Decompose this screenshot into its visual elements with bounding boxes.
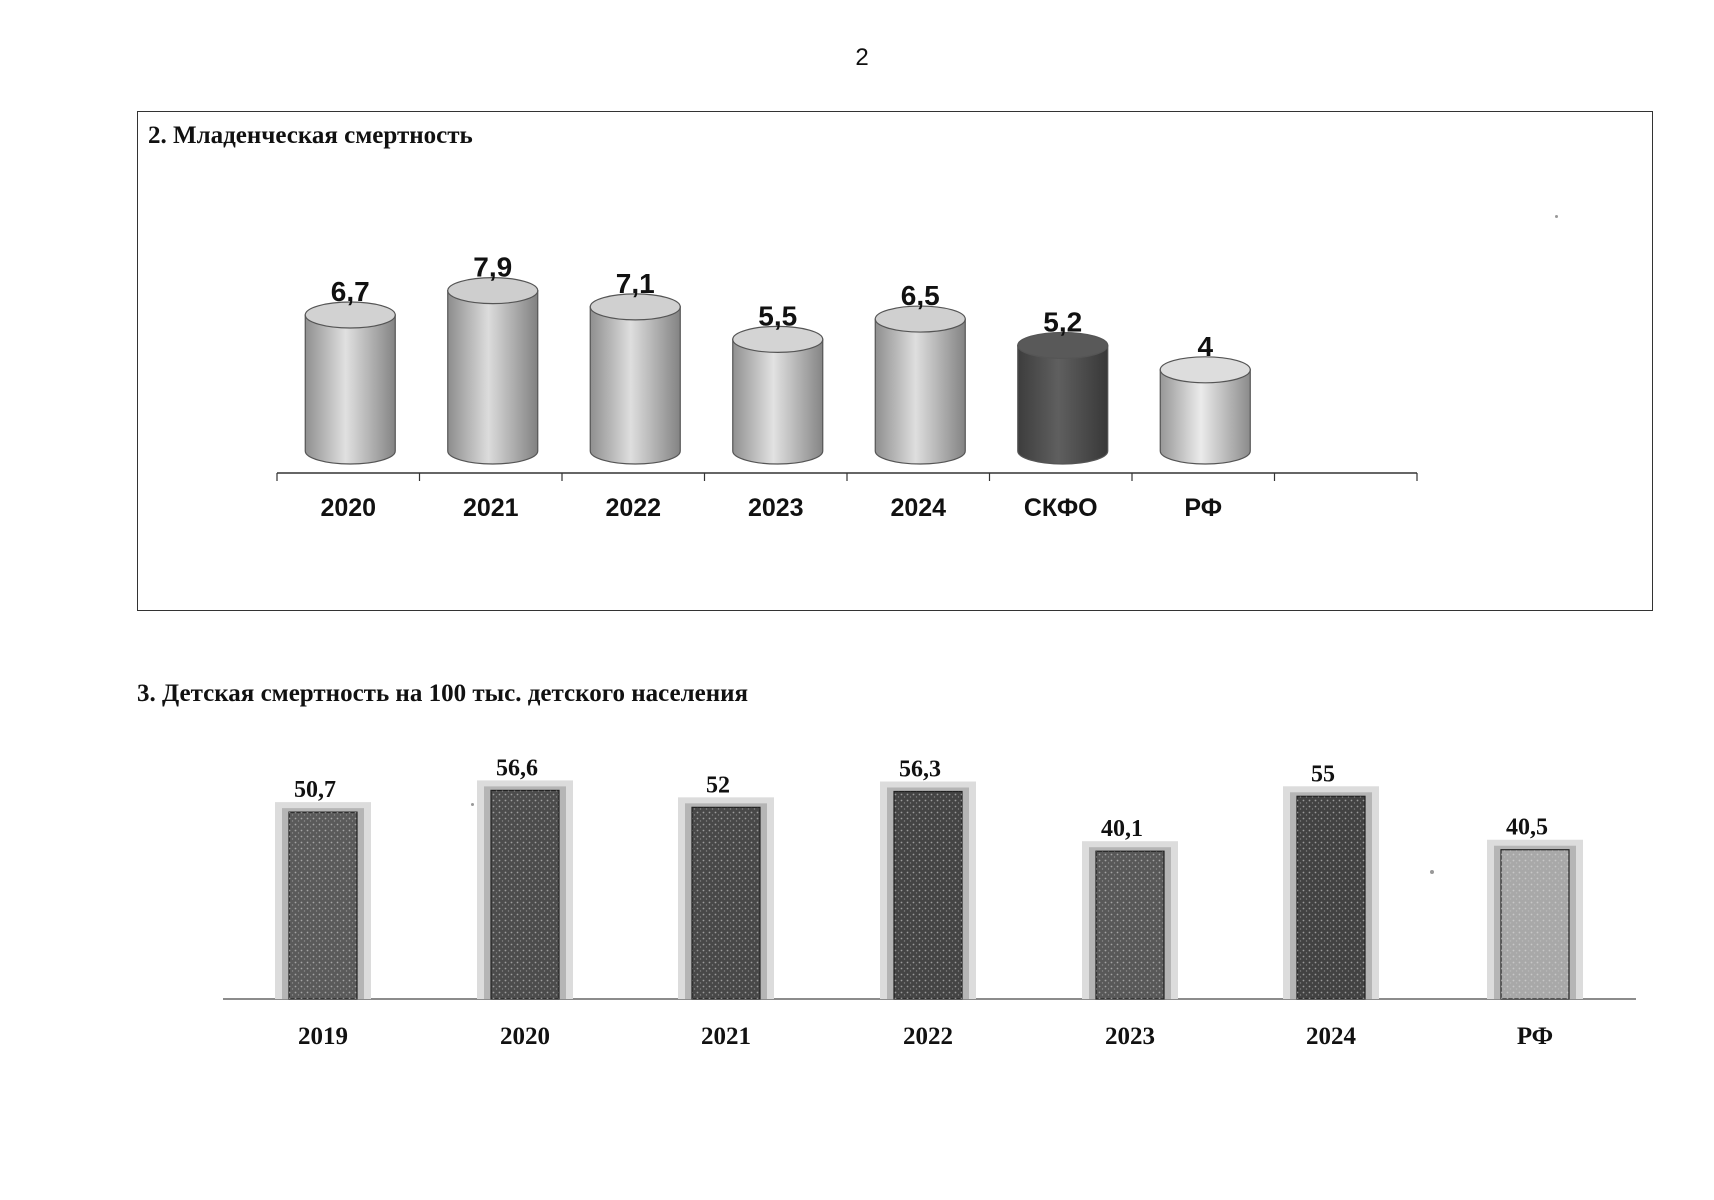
chart-title-child-mortality: 3. Детская смертность на 100 тыс. детско…	[137, 680, 749, 707]
bar	[275, 802, 371, 1000]
bar	[1017, 331, 1109, 465]
bar-texture	[1096, 851, 1164, 999]
cylinder-top	[589, 293, 681, 321]
cylinder-body	[1159, 369, 1251, 465]
category-label: РФ	[1517, 1023, 1553, 1050]
bar	[304, 301, 396, 465]
bar-texture	[1501, 849, 1569, 999]
cylinder-top	[1017, 331, 1109, 360]
data-label: 40,5	[1506, 815, 1548, 841]
scan-speck	[1430, 870, 1434, 874]
cylinder-body	[732, 338, 824, 465]
bar	[732, 325, 824, 465]
category-label: 2021	[701, 1023, 751, 1050]
data-label: 5,2	[1043, 306, 1082, 337]
data-label: 6,5	[901, 280, 940, 311]
category-label: 2021	[463, 494, 519, 522]
cylinder-top	[304, 301, 396, 329]
data-label: 52	[706, 772, 730, 798]
category-label: 2020	[320, 494, 376, 522]
cylinder-body	[589, 306, 681, 465]
data-label: 50,7	[294, 777, 336, 803]
bar	[1283, 786, 1379, 1000]
cylinder-body	[447, 290, 539, 465]
bar-texture	[894, 791, 962, 999]
bar	[874, 305, 966, 465]
cylinder-body	[1017, 344, 1109, 465]
bar-texture	[491, 790, 559, 999]
data-label: 7,9	[473, 252, 512, 283]
bar	[1159, 356, 1251, 465]
infant-mortality-plot: 6,7 2020 7,9 2021 7,1 2022 5,5 2023 6,5 2024 5,2 СК…	[276, 252, 1418, 522]
category-label: РФ	[1184, 494, 1222, 522]
scan-speck	[1555, 215, 1558, 218]
bar-texture	[289, 812, 357, 999]
bar-texture	[1297, 796, 1365, 999]
cylinder-top	[732, 325, 824, 353]
cylinder-top	[1159, 356, 1251, 384]
bar	[1082, 841, 1178, 1000]
category-label: 2019	[298, 1023, 348, 1050]
cylinder-body	[304, 314, 396, 465]
cylinder-top	[874, 305, 966, 333]
data-label: 56,3	[899, 756, 941, 782]
category-label: 2020	[500, 1023, 550, 1050]
data-label: 55	[1311, 761, 1335, 787]
data-label: 4	[1197, 331, 1213, 362]
data-label: 56,6	[496, 755, 538, 781]
cylinder-body	[874, 318, 966, 465]
bar	[1487, 839, 1583, 1000]
infant-mortality-chart: 2. Младенческая смертность 6,7 2020 7,9 202…	[137, 111, 1653, 611]
category-label: 2023	[748, 494, 804, 522]
child-mortality-plot: 50,7 2019 56,6 2020 52 2021 56,3 2022 40,1 2023 55…	[223, 755, 1636, 1050]
chart-title: 2. Младенческая смертность	[148, 122, 473, 149]
bar	[447, 277, 539, 465]
category-label: 2022	[605, 494, 661, 522]
bar	[589, 293, 681, 465]
data-label: 40,1	[1101, 816, 1143, 842]
data-label: 5,5	[758, 300, 797, 331]
data-label: 7,1	[616, 268, 655, 299]
scan-speck	[471, 803, 474, 806]
bar	[880, 781, 976, 1000]
cylinder-top	[447, 277, 539, 305]
category-label: 2023	[1105, 1023, 1155, 1050]
bar	[477, 780, 573, 1000]
data-label: 6,7	[331, 276, 370, 307]
bar	[678, 797, 774, 1000]
page-number: 2	[855, 44, 869, 71]
category-label: 2024	[1306, 1023, 1357, 1050]
category-label: 2022	[903, 1023, 953, 1050]
bar-texture	[692, 807, 760, 999]
category-label: 2024	[890, 494, 946, 522]
category-label: СКФО	[1024, 494, 1098, 522]
